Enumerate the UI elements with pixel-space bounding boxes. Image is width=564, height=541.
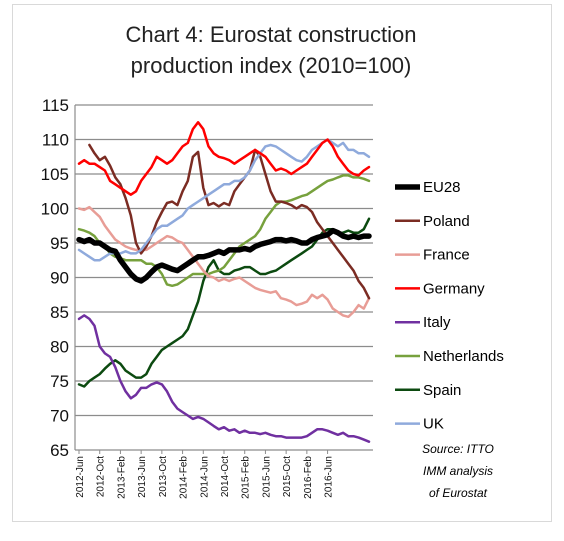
legend-label-uk: UK bbox=[423, 416, 444, 433]
x-tick-label-2014-Feb: 2014-Feb bbox=[179, 456, 190, 499]
x-tick-label-2015-Jun: 2015-Jun bbox=[261, 456, 272, 498]
x-tick-label-2013-Jun: 2013-Jun bbox=[137, 456, 148, 498]
x-tick-label-2014-Oct: 2014-Oct bbox=[220, 456, 231, 497]
source-line-3: of Eurostat bbox=[429, 486, 488, 500]
legend-label-poland: Poland bbox=[423, 213, 470, 230]
x-tick-label-2016-Feb: 2016-Feb bbox=[303, 456, 314, 499]
legend-label-france: France bbox=[423, 247, 470, 264]
y-tick-label-90: 90 bbox=[50, 269, 69, 288]
series-line-eu28 bbox=[76, 227, 372, 284]
source-line-2: IMM analysis bbox=[423, 464, 493, 478]
series-line-germany bbox=[77, 121, 371, 196]
x-tick-label-2015-Feb: 2015-Feb bbox=[241, 456, 252, 499]
x-tick-label-2016-Jun: 2016-Jun bbox=[324, 456, 335, 498]
legend-label-italy: Italy bbox=[423, 314, 451, 331]
legend-label-germany: Germany bbox=[423, 280, 485, 297]
legend: EU28 Poland France Germany Italy Netherlands S… bbox=[395, 179, 504, 433]
y-tick-label-110: 110 bbox=[42, 131, 69, 150]
line-chart: Chart 4: Eurostat construction productio… bbox=[41, 22, 504, 500]
y-tick-label-70: 70 bbox=[50, 407, 69, 426]
y-tick-label-95: 95 bbox=[50, 234, 69, 253]
x-tick-label-2014-Jun: 2014-Jun bbox=[199, 456, 210, 498]
series-lines bbox=[76, 121, 372, 443]
x-tick-label-2012-Jun: 2012-Jun bbox=[75, 456, 86, 498]
x-tick-label-2012-Oct: 2012-Oct bbox=[96, 456, 107, 497]
y-tick-label-85: 85 bbox=[50, 303, 69, 322]
y-tick-label-100: 100 bbox=[41, 200, 69, 219]
y-tick-label-65: 65 bbox=[50, 441, 69, 460]
chart-frame: Chart 4: Eurostat construction productio… bbox=[12, 4, 552, 522]
y-tick-label-80: 80 bbox=[50, 338, 69, 357]
source-line-1: Source: ITTO bbox=[422, 442, 494, 456]
y-axis: 65 70 75 80 85 90 95 100 105 110 115 bbox=[41, 96, 76, 460]
legend-label-netherlands: Netherlands bbox=[423, 348, 504, 365]
x-axis: 2012-Jun 2012-Oct 2013-Feb 2013-Jun 2013-Oct… bbox=[75, 450, 335, 499]
series-line-france bbox=[77, 205, 371, 319]
x-tick-label-2013-Oct: 2013-Oct bbox=[158, 456, 169, 497]
legend-label-spain: Spain bbox=[423, 382, 461, 399]
grid-lines bbox=[75, 104, 373, 451]
series-line-italy bbox=[77, 314, 371, 443]
series-line-netherlands bbox=[77, 174, 371, 288]
chart-title-line-1: Chart 4: Eurostat construction bbox=[125, 22, 416, 47]
x-tick-label-2013-Feb: 2013-Feb bbox=[116, 456, 127, 499]
source-note: Source: ITTO IMM analysis of Eurostat bbox=[422, 442, 494, 500]
y-tick-label-115: 115 bbox=[42, 96, 69, 115]
x-tick-label-2015-Oct: 2015-Oct bbox=[282, 456, 293, 497]
y-tick-label-75: 75 bbox=[50, 372, 69, 391]
legend-label-eu28: EU28 bbox=[423, 179, 461, 196]
series-line-poland bbox=[88, 143, 371, 300]
y-tick-label-105: 105 bbox=[41, 165, 69, 184]
chart-title: Chart 4: Eurostat construction productio… bbox=[125, 22, 416, 78]
chart-title-line-2: production index (2010=100) bbox=[131, 53, 412, 78]
